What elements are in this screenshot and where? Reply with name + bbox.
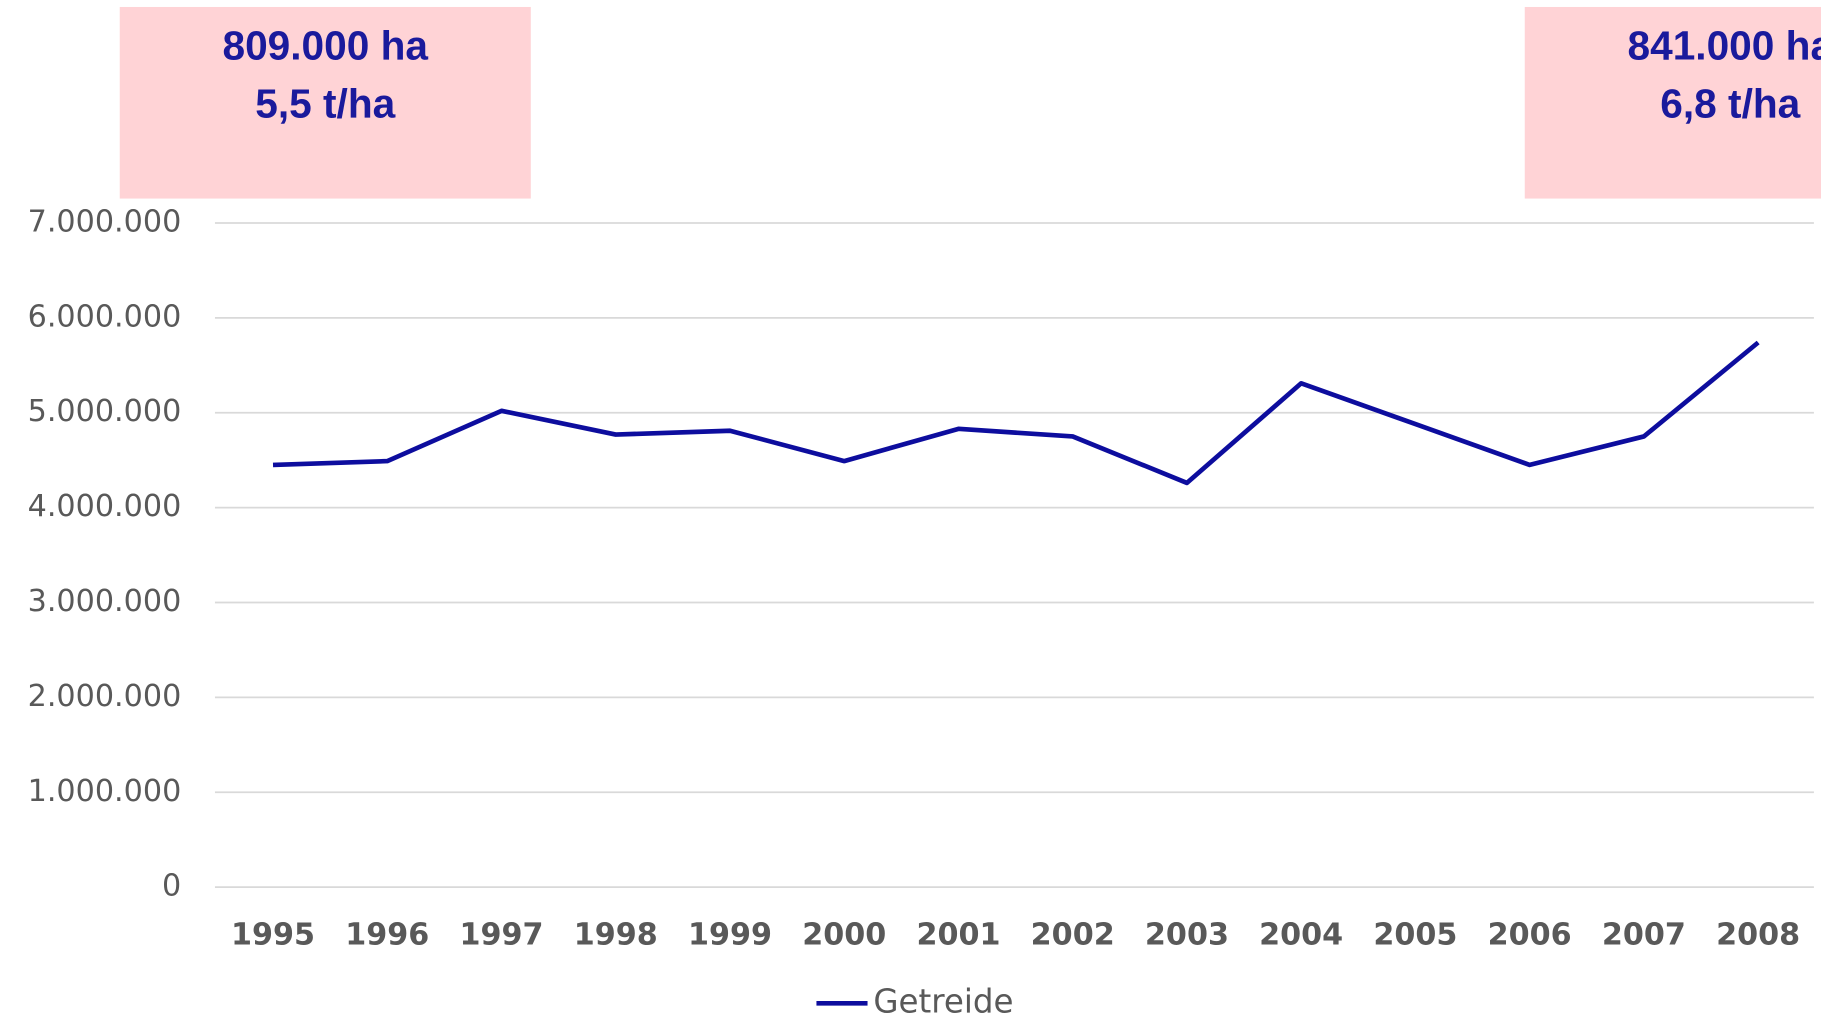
y-tick-label: 6.000.000 (28, 299, 182, 334)
x-tick-label: 2007 (1602, 917, 1686, 952)
y-tick-label: 1.000.000 (28, 774, 182, 809)
annotation-text: 809.000 ha (222, 23, 428, 69)
x-tick-label: 2008 (1716, 917, 1800, 952)
annotation-box (1524, 6, 1821, 199)
legend-label: Getreide (873, 982, 1013, 1020)
x-tick-label: 1995 (231, 917, 315, 952)
annotation-text: 5,5 t/ha (255, 81, 395, 127)
x-tick-label: 2006 (1488, 917, 1572, 952)
x-tick-label: 2000 (802, 917, 886, 952)
y-tick-label: 7.000.000 (28, 204, 182, 239)
line-series (272, 340, 1760, 486)
y-tick-label: 5.000.000 (28, 394, 182, 429)
x-tick-label: 1998 (574, 917, 658, 952)
y-tick-label: 0 (162, 869, 181, 904)
x-tick-label: 2002 (1031, 917, 1115, 952)
annotation-text: 6,8 t/ha (1660, 81, 1800, 127)
y-tick-label: 3.000.000 (28, 584, 182, 619)
annotation-text: 841.000 ha (1628, 23, 1821, 69)
x-tick-label: 1997 (459, 917, 543, 952)
y-tick-label: 4.000.000 (28, 489, 182, 524)
y-tick-label: 2.000.000 (28, 679, 182, 714)
annotation-box (119, 6, 531, 199)
x-tick-label: 2003 (1145, 917, 1229, 952)
x-tick-label: 1999 (688, 917, 772, 952)
x-tick-label: 2004 (1259, 917, 1343, 952)
x-tick-label: 1996 (345, 917, 429, 952)
x-tick-label: 2005 (1373, 917, 1457, 952)
x-tick-label: 2001 (916, 917, 1000, 952)
